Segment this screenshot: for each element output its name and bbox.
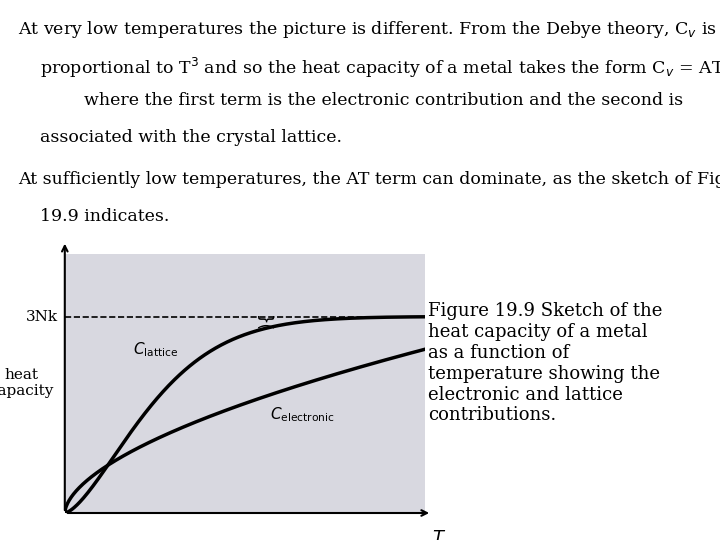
Text: associated with the crystal lattice.: associated with the crystal lattice. xyxy=(18,129,342,146)
Text: heat
capacity: heat capacity xyxy=(0,368,54,399)
Text: ){: ){ xyxy=(258,310,275,328)
Text: 19.9 indicates.: 19.9 indicates. xyxy=(18,208,169,225)
Text: At sufficiently low temperatures, the AT term can dominate, as the sketch of Fig: At sufficiently low temperatures, the AT… xyxy=(18,171,720,188)
Text: proportional to T$^3$ and so the heat capacity of a metal takes the form C$_v$ =: proportional to T$^3$ and so the heat ca… xyxy=(18,56,720,80)
Text: $C_{\mathrm{electronic}}$: $C_{\mathrm{electronic}}$ xyxy=(270,406,335,424)
Text: At very low temperatures the picture is different. From the Debye theory, C$_v$ : At very low temperatures the picture is … xyxy=(18,19,717,40)
Text: 3Nk: 3Nk xyxy=(25,309,58,323)
Text: where the first term is the electronic contribution and the second is: where the first term is the electronic c… xyxy=(18,92,683,109)
Text: $C_{\mathrm{lattice}}$: $C_{\mathrm{lattice}}$ xyxy=(133,340,179,359)
Text: Figure 19.9 Sketch of the
heat capacity of a metal
as a function of
temperature : Figure 19.9 Sketch of the heat capacity … xyxy=(428,302,663,424)
Text: $T$: $T$ xyxy=(432,529,446,540)
